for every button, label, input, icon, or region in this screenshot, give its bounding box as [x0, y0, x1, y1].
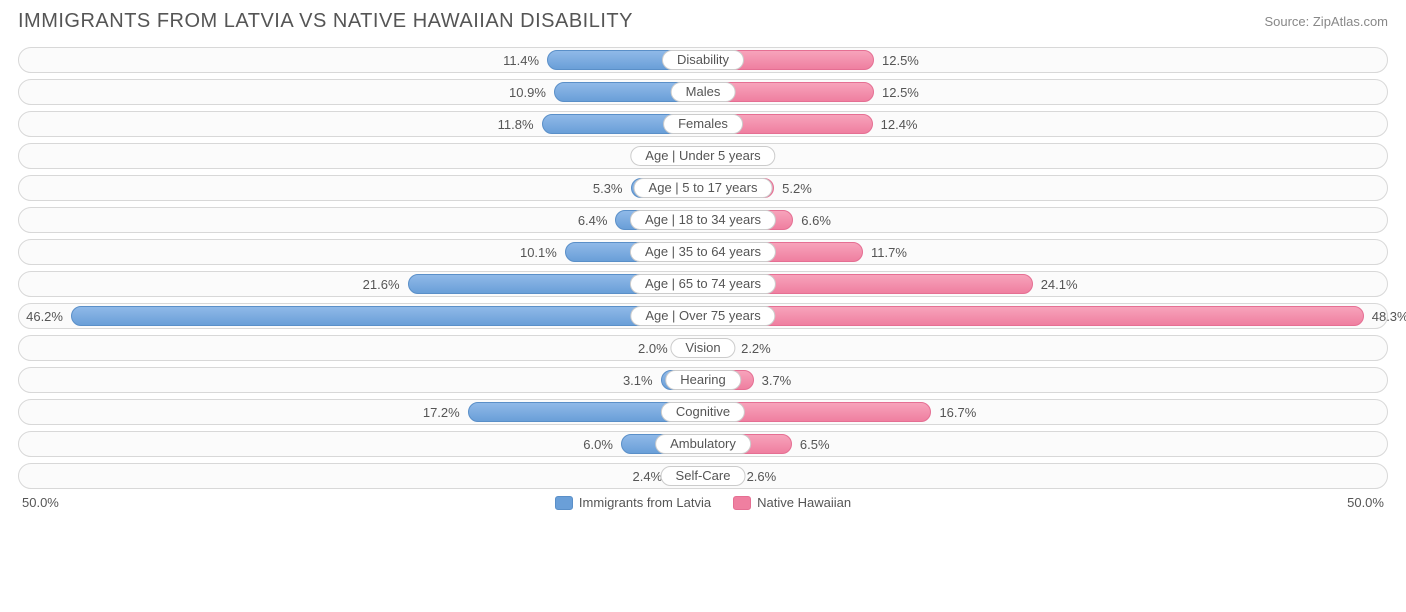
category-label: Self-Care [661, 466, 746, 486]
category-label: Age | 35 to 64 years [630, 242, 776, 262]
value-left: 21.6% [363, 272, 400, 298]
value-left: 5.3% [593, 176, 623, 202]
legend-item-left: Immigrants from Latvia [555, 495, 711, 510]
row-half-right: 2.6% [703, 464, 1387, 488]
swatch-right-icon [733, 496, 751, 510]
value-left: 6.0% [583, 432, 613, 458]
row-half-right: 3.7% [703, 368, 1387, 392]
category-label: Disability [662, 50, 744, 70]
bar-right [703, 306, 1364, 326]
swatch-left-icon [555, 496, 573, 510]
value-left: 2.4% [633, 464, 663, 490]
value-left: 11.4% [503, 48, 539, 74]
chart-row: 6.0% 6.5% Ambulatory [18, 431, 1388, 457]
chart-row: 11.8% 12.4% Females [18, 111, 1388, 137]
value-right: 6.6% [801, 208, 831, 234]
value-right: 2.6% [747, 464, 777, 490]
value-right: 12.4% [881, 112, 918, 138]
row-half-left: 17.2% [19, 400, 703, 424]
value-left: 11.8% [498, 112, 534, 138]
chart-row: 46.2% 48.3%Age | Over 75 years [18, 303, 1388, 329]
row-half-right: 48.3% [703, 304, 1387, 328]
value-right: 5.2% [782, 176, 812, 202]
category-label: Males [671, 82, 736, 102]
bar-left [71, 306, 703, 326]
category-label: Age | Over 75 years [630, 306, 775, 326]
row-half-right: 6.5% [703, 432, 1387, 456]
value-left: 46.2% [26, 304, 63, 330]
chart-row: 3.1% 3.7% Hearing [18, 367, 1388, 393]
value-right: 3.7% [762, 368, 792, 394]
row-half-left: 10.9% [19, 80, 703, 104]
value-left: 2.0% [638, 336, 668, 362]
row-half-left: 11.4% [19, 48, 703, 72]
category-label: Cognitive [661, 402, 745, 422]
chart-row: 2.4% 2.6%Self-Care [18, 463, 1388, 489]
row-half-right: 12.5% [703, 80, 1387, 104]
chart-row: 10.9% 12.5% Males [18, 79, 1388, 105]
value-right: 24.1% [1041, 272, 1078, 298]
category-label: Age | 18 to 34 years [630, 210, 776, 230]
row-half-left: 1.2% [19, 144, 703, 168]
legend-right-label: Native Hawaiian [757, 495, 851, 510]
value-right: 48.3% [1372, 304, 1406, 330]
value-right: 6.5% [800, 432, 830, 458]
row-half-right: 16.7% [703, 400, 1387, 424]
row-half-right: 24.1% [703, 272, 1387, 296]
value-right: 11.7% [871, 240, 907, 266]
row-half-left: 5.3% [19, 176, 703, 200]
row-half-right: 2.2% [703, 336, 1387, 360]
row-half-left: 11.8% [19, 112, 703, 136]
chart-row: 10.1% 11.7% Age | 35 to 64 years [18, 239, 1388, 265]
chart-row: 1.2%1.3%Age | Under 5 years [18, 143, 1388, 169]
row-half-left: 2.0% [19, 336, 703, 360]
axis-max-right: 50.0% [1347, 495, 1384, 510]
category-label: Hearing [665, 370, 741, 390]
category-label: Age | Under 5 years [630, 146, 775, 166]
axis-max-left: 50.0% [22, 495, 59, 510]
legend-left-label: Immigrants from Latvia [579, 495, 711, 510]
chart-row: 17.2% 16.7% Cognitive [18, 399, 1388, 425]
value-left: 10.9% [509, 80, 546, 106]
value-right: 2.2% [741, 336, 771, 362]
chart-row: 2.0% 2.2% Vision [18, 335, 1388, 361]
chart-header: IMMIGRANTS FROM LATVIA VS NATIVE HAWAIIA… [18, 10, 1388, 33]
diverging-bar-chart: 11.4% 12.5% Disability 10.9% 12.5% Males 11.8%… [18, 47, 1388, 489]
row-half-left: 6.4% [19, 208, 703, 232]
chart-row: 6.4% 6.6% Age | 18 to 34 years [18, 207, 1388, 233]
value-right: 16.7% [939, 400, 976, 426]
chart-row: 21.6% 24.1% Age | 65 to 74 years [18, 271, 1388, 297]
value-left: 6.4% [578, 208, 608, 234]
row-half-left: 3.1% [19, 368, 703, 392]
row-half-right: 6.6% [703, 208, 1387, 232]
value-left: 17.2% [423, 400, 460, 426]
chart-footer: 50.0% Immigrants from Latvia Native Hawa… [18, 495, 1388, 510]
row-half-right: 12.4% [703, 112, 1387, 136]
legend: Immigrants from Latvia Native Hawaiian [555, 495, 851, 510]
chart-row: 5.3% 5.2% Age | 5 to 17 years [18, 175, 1388, 201]
category-label: Females [663, 114, 743, 134]
chart-title: IMMIGRANTS FROM LATVIA VS NATIVE HAWAIIA… [18, 10, 633, 33]
row-half-right: 5.2% [703, 176, 1387, 200]
legend-item-right: Native Hawaiian [733, 495, 851, 510]
row-half-left: 10.1% [19, 240, 703, 264]
chart-row: 11.4% 12.5% Disability [18, 47, 1388, 73]
row-half-left: 46.2% [19, 304, 703, 328]
row-half-right: 12.5% [703, 48, 1387, 72]
category-label: Ambulatory [655, 434, 751, 454]
category-label: Age | 65 to 74 years [630, 274, 776, 294]
row-half-left: 6.0% [19, 432, 703, 456]
value-right: 12.5% [882, 48, 919, 74]
value-right: 12.5% [882, 80, 919, 106]
row-half-left: 2.4% [19, 464, 703, 488]
value-left: 3.1% [623, 368, 653, 394]
row-half-right: 11.7% [703, 240, 1387, 264]
category-label: Vision [670, 338, 735, 358]
row-half-left: 21.6% [19, 272, 703, 296]
chart-source: Source: ZipAtlas.com [1264, 14, 1388, 29]
value-left: 10.1% [520, 240, 557, 266]
row-half-right: 1.3% [703, 144, 1387, 168]
category-label: Age | 5 to 17 years [634, 178, 773, 198]
